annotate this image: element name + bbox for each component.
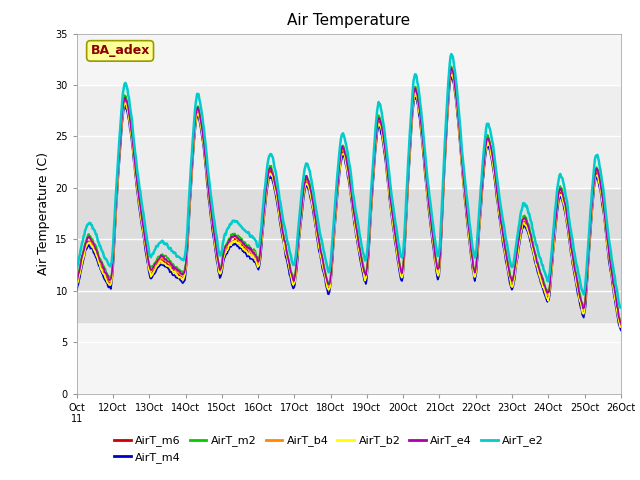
Title: Air Temperature: Air Temperature [287,13,410,28]
Bar [77,188,621,322]
Legend: AirT_m6, AirT_m4, AirT_m2, AirT_b4, AirT_b2, AirT_e4, AirT_e2: AirT_m6, AirT_m4, AirT_m2, AirT_b4, AirT… [109,431,548,467]
Bar [77,85,621,188]
Y-axis label: Air Temperature (C): Air Temperature (C) [36,152,50,275]
Text: BA_adex: BA_adex [90,44,150,58]
